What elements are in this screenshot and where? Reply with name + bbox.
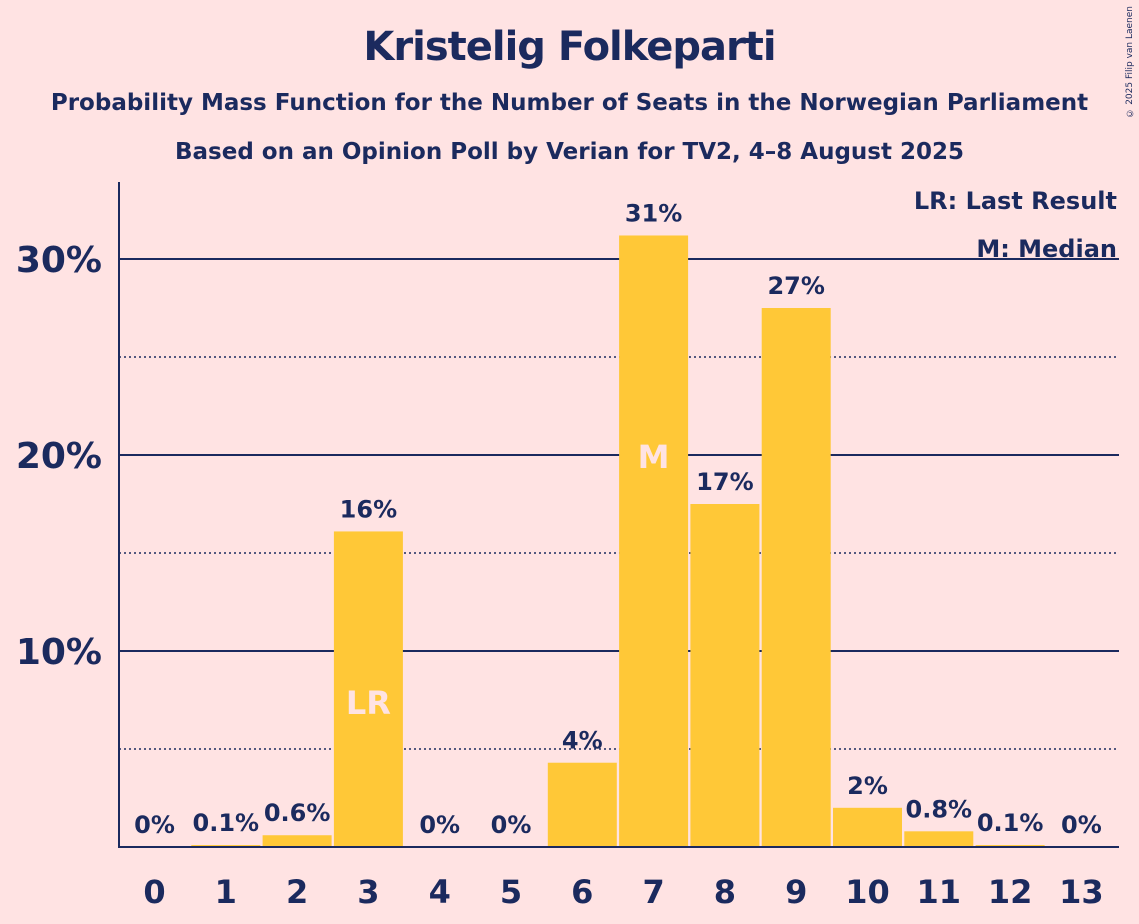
axes: 10%20%30%0 1 2 3 4 5 6 7 8 9 10 11 12 13 [16,182,1119,911]
bar [761,308,831,847]
x-tick-label: 3 [357,873,379,911]
bar [333,531,403,847]
data-label: 0.1% [977,809,1044,837]
data-label: 0% [134,811,175,839]
data-label: 2% [847,772,888,800]
y-tick-label: 30% [16,240,102,281]
x-tick-label: 2 [286,873,308,911]
y-tick-label: 10% [16,632,102,673]
data-label: 0.6% [264,799,331,827]
bar [619,235,689,848]
legend: LR: Last Result M: Median [914,187,1117,263]
x-tick-label: 9 [785,873,807,911]
data-label: 17% [696,468,753,496]
x-tick-label: 7 [642,873,664,911]
data-label: 0% [491,811,532,839]
chart-title: Kristelig Folkeparti [363,24,776,70]
x-tick-label: 4 [429,873,451,911]
x-tick-label: 8 [714,873,736,911]
bars [191,235,1045,848]
x-tick-label: 6 [571,873,593,911]
data-label: 0% [419,811,460,839]
data-label: 27% [767,272,824,300]
data-labels: 0% 0.1% 0.6%16%0% 0%4%31%17%27%2%0.8% 0.1% 0%… [134,199,1102,839]
legend-entry: M: Median [976,235,1117,263]
legend-entry: LR: Last Result [914,187,1117,215]
data-label: 4% [562,727,603,755]
chart-subtitle-2: Based on an Opinion Poll by Verian for T… [174,139,965,165]
y-tick-label: 20% [16,436,102,477]
data-label: 0.8% [906,795,973,823]
x-tick-label: 1 [215,873,237,911]
bar [262,835,332,847]
data-label: 16% [340,495,397,523]
bar [833,807,902,847]
data-label: 31% [625,199,682,227]
bar [690,504,760,847]
data-label: 0.1% [193,809,260,837]
x-tick-label: 11 [917,873,962,911]
bar [904,831,974,847]
bar-inner-label: LR [346,684,391,722]
x-tick-label: 5 [500,873,522,911]
x-tick-label: 12 [988,873,1033,911]
data-label: 0% [1061,811,1102,839]
chart-subtitle-1: Probability Mass Function for the Number… [50,90,1089,116]
bar-inner-label: M [638,438,670,476]
gridlines [119,258,1119,750]
bar [547,762,617,847]
x-tick-label: 10 [845,873,890,911]
x-tick-label: 0 [143,873,165,911]
x-tick-label: 13 [1059,873,1104,911]
